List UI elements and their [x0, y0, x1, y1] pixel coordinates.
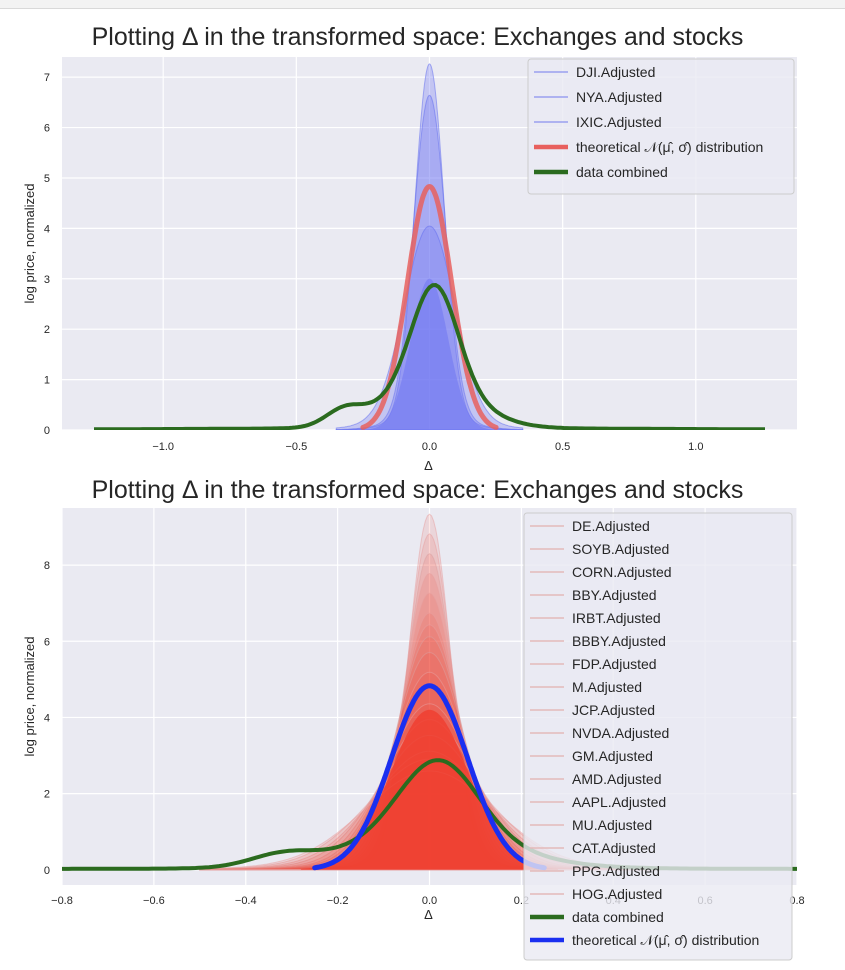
legend-entry: GM.Adjusted: [572, 748, 653, 764]
x-tick-label: −0.5: [285, 441, 307, 453]
y-tick-label: 6: [44, 123, 50, 135]
legend-entry: data combined: [572, 909, 664, 925]
legend-entry: NVDA.Adjusted: [572, 725, 669, 741]
plot-marks: [62, 513, 797, 871]
x-tick-label: 1.0: [688, 441, 703, 453]
legend-entry: CORN.Adjusted: [572, 564, 672, 580]
y-tick-label: 5: [44, 173, 50, 185]
legend-entry: PPG.Adjusted: [572, 863, 660, 879]
data-combined-line: [94, 282, 765, 430]
legend-entry: DE.Adjusted: [572, 518, 650, 534]
x-tick-label: −0.8: [51, 895, 73, 907]
legend-entry: IRBT.Adjusted: [572, 610, 661, 626]
y-tick-label: 8: [44, 560, 50, 572]
y-tick-label: 2: [44, 324, 50, 336]
legend-entry: DJI.Adjusted: [576, 64, 655, 80]
legend-entry: CAT.Adjusted: [572, 840, 656, 856]
theoretical-normal-line: [360, 183, 499, 430]
legend-entry: BBBY.Adjusted: [572, 633, 666, 649]
legend-entry: SOYB.Adjusted: [572, 541, 669, 557]
legend-entry: theoretical 𝒩(μ̂, σ̂) distribution: [576, 139, 763, 155]
legend-entry: theoretical 𝒩(μ̂, σ̂) distribution: [572, 932, 759, 948]
chart-panel-1: −1.0 −0.5 0.0 0.5 1.0 0 1 2 3 4 5 6 7 Plotting Δ in t…: [22, 23, 797, 473]
chart-panel-2: −0.8−0.6−0.4−0.20.00.20.40.60.802468Plot…: [22, 476, 805, 961]
legend-entry: HOG.Adjusted: [572, 886, 662, 902]
x-tick-label: 0.0: [422, 895, 437, 907]
legend-box: [523, 512, 793, 961]
y-tick-label: 4: [44, 223, 50, 235]
y-tick-label: 6: [44, 636, 50, 648]
legend: DJI.Adjusted NYA.Adjusted IXIC.Adjusted the…: [527, 58, 795, 195]
y-axis-label: log price, normalized: [22, 637, 37, 757]
y-tick-label: 0: [44, 865, 50, 877]
x-tick-label: 0.0: [422, 441, 437, 453]
y-tick-label: 1: [44, 375, 50, 387]
legend-entry: FDP.Adjusted: [572, 656, 657, 672]
legend-entry: M.Adjusted: [572, 679, 642, 695]
x-tick-label: 0.5: [555, 441, 570, 453]
legend-entry: MU.Adjusted: [572, 817, 652, 833]
legend-entry: AMD.Adjusted: [572, 771, 661, 787]
y-tick-label: 0: [44, 425, 50, 437]
x-axis-label: Δ: [424, 907, 433, 922]
plot-marks: [94, 63, 765, 430]
x-tick-label: −1.0: [152, 441, 174, 453]
y-tick-label: 4: [44, 712, 50, 724]
y-tick-label: 3: [44, 274, 50, 286]
chart-title: Plotting Δ in the transformed space: Exc…: [92, 476, 744, 504]
y-tick-label: 7: [44, 72, 50, 84]
legend-entry: IXIC.Adjusted: [576, 114, 662, 130]
legend-entry: NYA.Adjusted: [576, 89, 662, 105]
x-tick-label: −0.6: [143, 895, 165, 907]
legend-entry: AAPL.Adjusted: [572, 794, 666, 810]
chart-title: Plotting Δ in the transformed space: Exc…: [92, 23, 744, 51]
notebook-cell-top-strip: [0, 0, 845, 9]
dense-overlap-fill: [349, 278, 510, 430]
y-tick-label: 2: [44, 789, 50, 801]
legend-entry: JCP.Adjusted: [572, 702, 655, 718]
x-tick-label: 0.8: [789, 895, 804, 907]
y-axis-label: log price, normalized: [22, 184, 37, 304]
x-tick-label: −0.2: [327, 895, 349, 907]
theoretical-normal-line: [312, 683, 547, 871]
legend: DE.Adjusted SOYB.Adjusted CORN.Adjusted BBY…: [523, 512, 793, 961]
x-tick-label: −0.4: [235, 895, 257, 907]
legend-entry: BBY.Adjusted: [572, 587, 657, 603]
legend-entry: data combined: [576, 164, 668, 180]
x-axis-label: Δ: [424, 458, 433, 473]
legend-box: [527, 58, 795, 195]
